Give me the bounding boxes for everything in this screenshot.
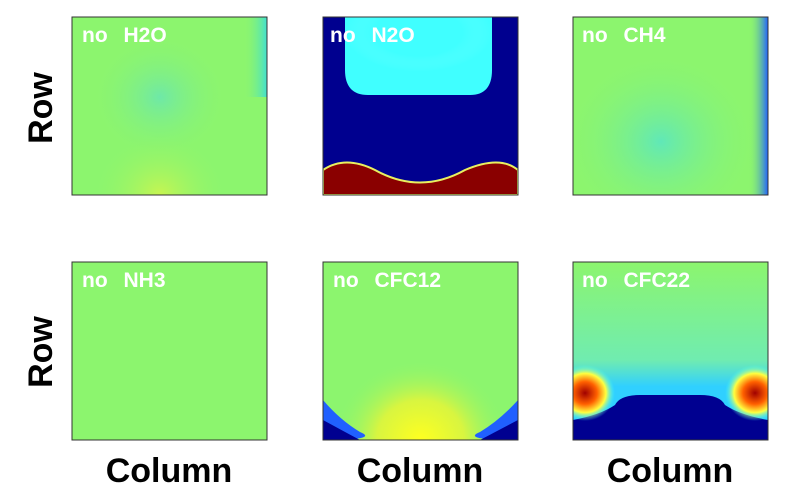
column-label: Column [607, 452, 734, 490]
panel-frame [322, 16, 519, 196]
panel-frame [71, 16, 268, 196]
panel-frame [572, 261, 769, 441]
panel-label: no NH3 [82, 269, 166, 292]
panel-label: no CFC22 [582, 269, 690, 292]
row-label: Row [22, 316, 60, 388]
panel-label: no CFC12 [333, 269, 441, 292]
panel-nh3 [72, 262, 267, 440]
row-label: Row [22, 72, 60, 144]
panel-frame [572, 16, 769, 196]
column-label: Column [106, 452, 233, 490]
panel-label: no H2O [82, 24, 167, 47]
panel-n2o [323, 17, 518, 195]
column-label: Column [357, 452, 484, 490]
panel-cfc22 [573, 262, 768, 440]
panel-label: no CH4 [582, 24, 666, 47]
panel-cfc12 [323, 262, 518, 440]
panel-frame [322, 261, 519, 441]
panel-label: no N2O [330, 24, 415, 47]
panel-ch4 [573, 17, 768, 195]
panel-h2o [72, 17, 267, 195]
panel-frame [71, 261, 268, 441]
